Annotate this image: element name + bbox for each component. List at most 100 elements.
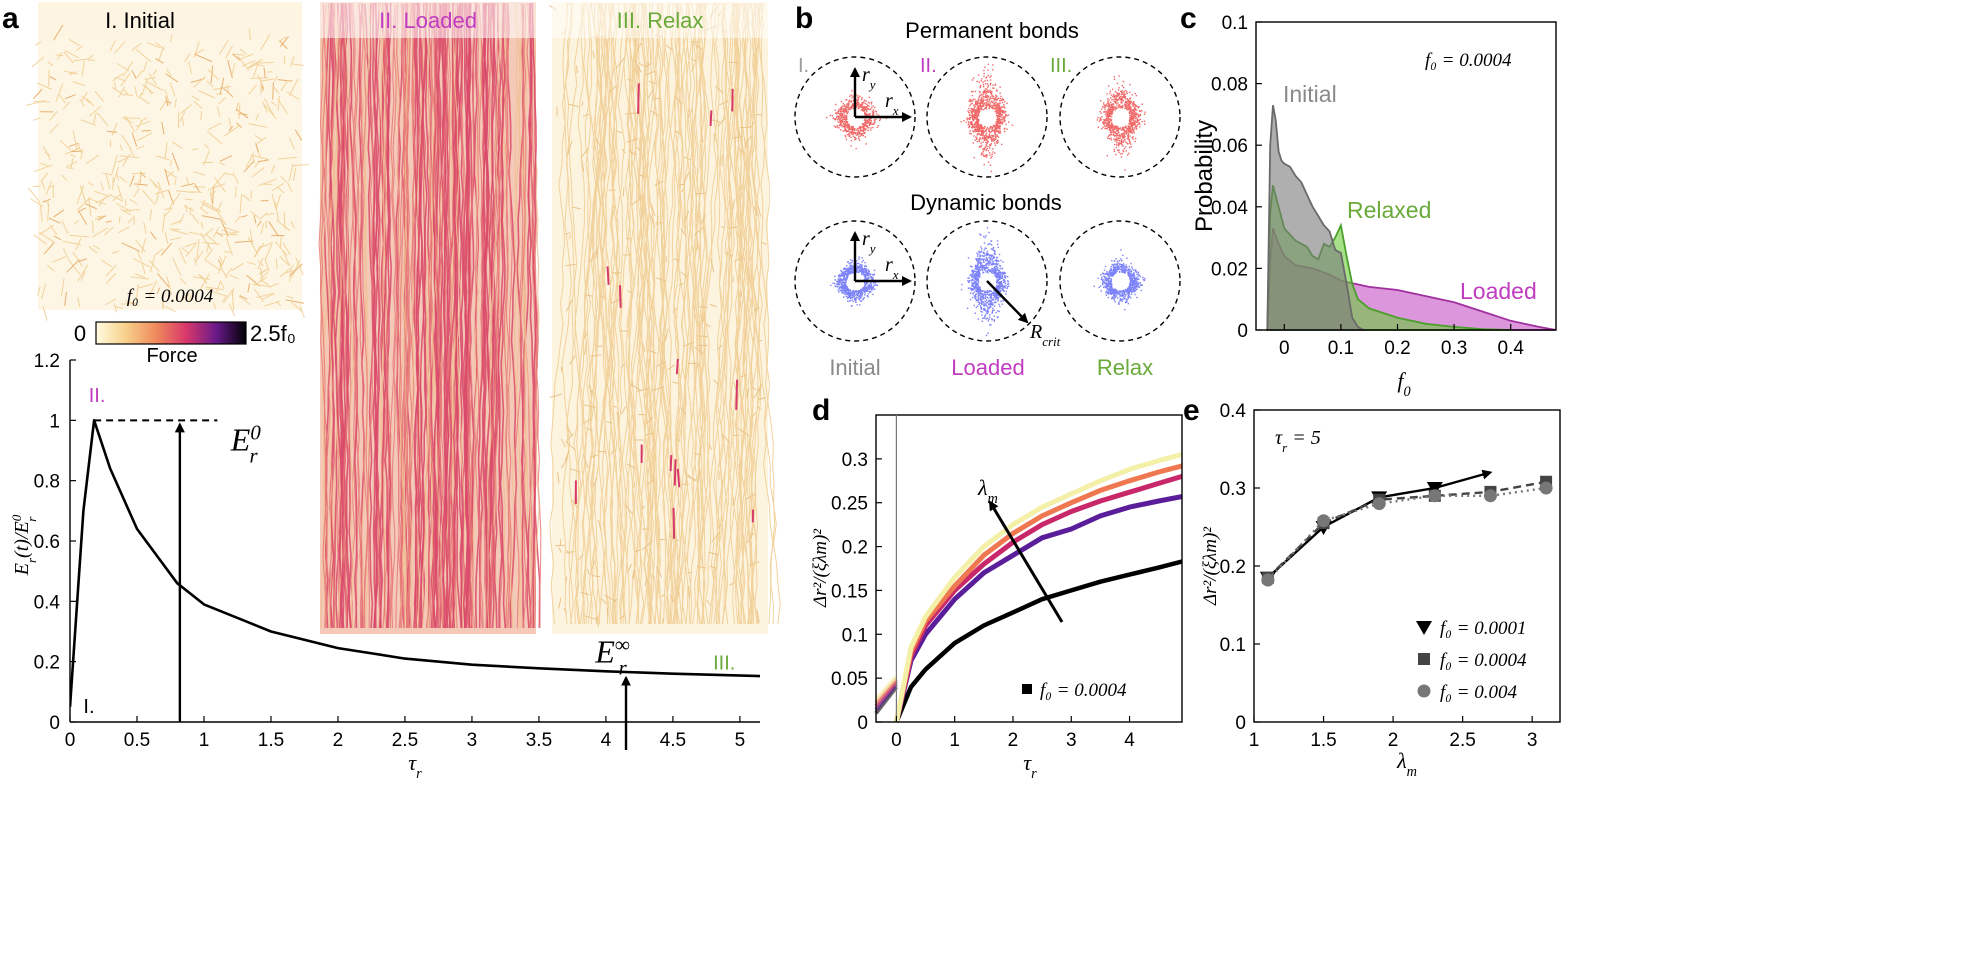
bond-point: [1008, 285, 1010, 287]
bond-point: [999, 132, 1001, 134]
bond-point: [1129, 141, 1131, 143]
fiber-segment: [286, 91, 300, 100]
bond-point: [968, 125, 971, 127]
bond-point: [865, 282, 868, 284]
bond-point: [1124, 169, 1126, 171]
bond-point: [844, 105, 846, 107]
bond-point: [835, 126, 837, 128]
bond-point: [1002, 117, 1004, 119]
fiber-strand: [598, 3, 615, 625]
bond-point: [971, 116, 973, 118]
bond-point: [981, 136, 984, 138]
bond-point: [850, 101, 852, 103]
bond-point: [839, 107, 842, 109]
bond-point: [972, 114, 974, 116]
bond-point: [877, 114, 880, 117]
bond-point: [976, 259, 978, 262]
bond-point: [987, 243, 989, 246]
bond-point: [851, 90, 853, 92]
bond-point: [972, 288, 974, 290]
fiber-strand: [751, 3, 781, 625]
bond-point: [997, 246, 999, 248]
bond-point: [1000, 116, 1002, 118]
bond-point: [1129, 114, 1131, 117]
bond-point: [960, 121, 962, 123]
bond-point: [983, 163, 985, 166]
bond-point: [1134, 92, 1136, 95]
bond-point: [1127, 99, 1130, 101]
bond-point: [986, 267, 988, 269]
bond-point: [979, 107, 982, 110]
fiber-segment: [259, 279, 270, 286]
bond-point: [852, 295, 854, 297]
bond-point: [991, 319, 993, 321]
bond-point: [994, 101, 996, 104]
bond-point: [1132, 124, 1134, 126]
bond-point: [1107, 98, 1109, 100]
fiber-segment: [287, 182, 293, 192]
bond-point: [993, 315, 995, 317]
fiber-segment: [47, 61, 54, 67]
fiber-strand: [389, 3, 398, 629]
bond-point: [861, 272, 863, 274]
bond-point: [1126, 92, 1128, 95]
bond-point: [997, 290, 1000, 292]
bond-point: [1132, 113, 1135, 115]
bond-point: [1120, 101, 1122, 103]
bond-point: [977, 277, 979, 279]
fiber-segment: [627, 79, 632, 81]
bond-point: [863, 271, 865, 273]
a-x-tick-label: 0: [65, 730, 76, 751]
bond-point: [976, 102, 978, 105]
fiber-strand: [724, 3, 739, 625]
bond-point: [1114, 109, 1116, 111]
fiber-segment: [583, 418, 592, 424]
bond-point: [1114, 143, 1116, 146]
bond-point: [995, 123, 997, 126]
bond-point: [840, 122, 842, 124]
fiber-segment: [135, 48, 152, 63]
bond-point: [1113, 107, 1116, 109]
bond-point: [841, 110, 843, 112]
bond-point: [855, 297, 857, 299]
bond-point: [1004, 272, 1006, 274]
bond-point: [985, 141, 987, 144]
bond-point: [839, 110, 841, 112]
bond-point: [999, 92, 1001, 94]
initial-f0-label: f₀ = 0.0004: [127, 286, 214, 307]
bond-point: [990, 105, 992, 107]
bond-point: [1121, 127, 1124, 129]
colorbar: 0 2.5f₀ Force: [74, 321, 296, 367]
bond-point: [986, 83, 989, 85]
fiber-segment: [612, 598, 618, 603]
bond-point: [1122, 80, 1125, 83]
bond-point: [870, 282, 872, 285]
bond-point: [983, 268, 985, 270]
fiber-strand: [322, 3, 334, 629]
bond-point: [849, 294, 851, 296]
bond-point: [1132, 122, 1134, 125]
a-x-tick-label: 2.5: [392, 730, 418, 751]
bond-point: [855, 294, 858, 296]
bond-point: [1115, 132, 1117, 134]
bond-point: [1106, 111, 1108, 113]
bond-point: [1119, 134, 1121, 136]
bond-point: [984, 95, 986, 98]
bond-point: [1006, 128, 1008, 130]
fiber-segment: [691, 63, 696, 72]
fiber-segment: [655, 277, 666, 282]
fiber-segment: [108, 193, 123, 202]
fibers-initial: [26, 24, 309, 321]
bond-point: [862, 108, 864, 110]
fiber-segment: [719, 100, 729, 106]
fiber-segment: [160, 242, 173, 256]
bond-point: [870, 122, 872, 124]
fiber-segment: [164, 168, 170, 186]
bond-point: [977, 275, 979, 278]
bond-point: [971, 108, 973, 110]
fiber-segment: [239, 48, 247, 55]
bond-point: [1102, 126, 1104, 128]
a-x-axis-label-sub: r: [416, 766, 422, 782]
bond-point: [856, 270, 858, 272]
bond-point: [1121, 95, 1123, 98]
